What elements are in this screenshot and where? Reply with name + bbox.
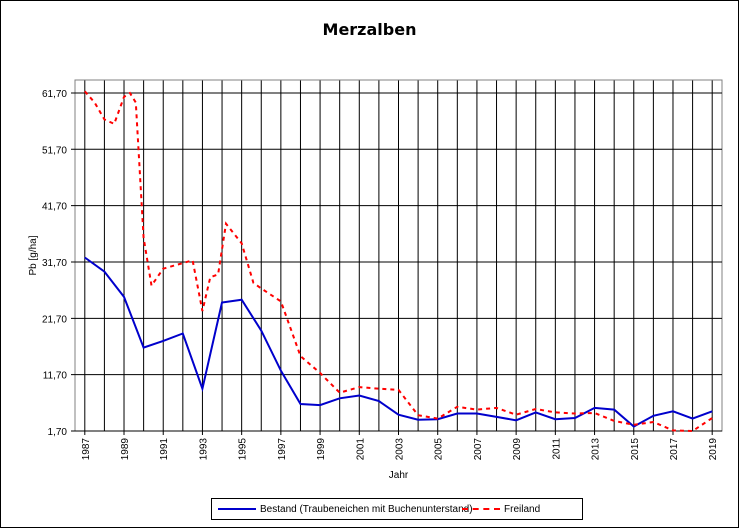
series-line-freiland	[84, 90, 713, 433]
grid	[84, 80, 713, 431]
x-tick-label: 2015	[630, 438, 641, 461]
x-tick-label: 2017	[669, 438, 680, 461]
chart-title: Merzalben	[322, 20, 417, 39]
y-tick-label: 41,70	[42, 202, 67, 213]
x-tick-label: 1999	[316, 438, 327, 461]
legend-swatch-bestand	[218, 508, 256, 510]
x-tick-label: 1987	[81, 438, 92, 461]
series-line-bestand	[84, 256, 713, 428]
legend: Bestand (Traubeneichen mit Buchenunterst…	[211, 498, 583, 520]
y-tick-label: 51,70	[42, 145, 67, 156]
x-tick-label: 1997	[277, 438, 288, 461]
x-tick-label: 1995	[238, 438, 249, 461]
x-tick-label: 1989	[120, 438, 131, 461]
x-tick-label: 2005	[434, 438, 445, 461]
x-tick-label: 2009	[512, 438, 523, 461]
x-tick-label: 2007	[473, 438, 484, 461]
y-tick-label: 11,70	[43, 371, 68, 382]
x-tick-label: 1993	[198, 438, 209, 461]
x-tick-label: 2001	[355, 438, 366, 461]
x-tick-label: 2003	[395, 438, 406, 461]
x-axis-ticks: 1987 1989 1991 1993 1995 1997 1999 2001 2003 2005…	[81, 431, 719, 460]
legend-label-freiland: Freiland	[504, 503, 541, 515]
legend-label-bestand: Bestand (Traubeneichen mit Buchenunterst…	[260, 503, 473, 515]
y-tick-label: 21,70	[42, 314, 67, 325]
legend-swatch-freiland	[462, 508, 500, 510]
x-tick-label: 1991	[159, 438, 170, 461]
legend-item-bestand: Bestand (Traubeneichen mit Buchenunterst…	[218, 499, 473, 519]
y-axis-ticks: 1,70 11,70 21,70 31,70 41,70 51,70 61,70	[42, 89, 722, 438]
x-tick-label: 2011	[551, 438, 562, 460]
y-tick-label: 1,70	[48, 427, 68, 438]
y-tick-label: 31,70	[42, 258, 67, 269]
x-tick-label: 2013	[591, 438, 602, 461]
x-axis-label: Jahr	[389, 470, 409, 481]
legend-item-freiland: Freiland	[462, 499, 540, 519]
y-tick-label: 61,70	[42, 89, 67, 100]
series-lines	[84, 90, 713, 433]
y-axis-label: Pb [g/ha]	[28, 235, 39, 275]
x-tick-label: 2019	[708, 438, 719, 461]
